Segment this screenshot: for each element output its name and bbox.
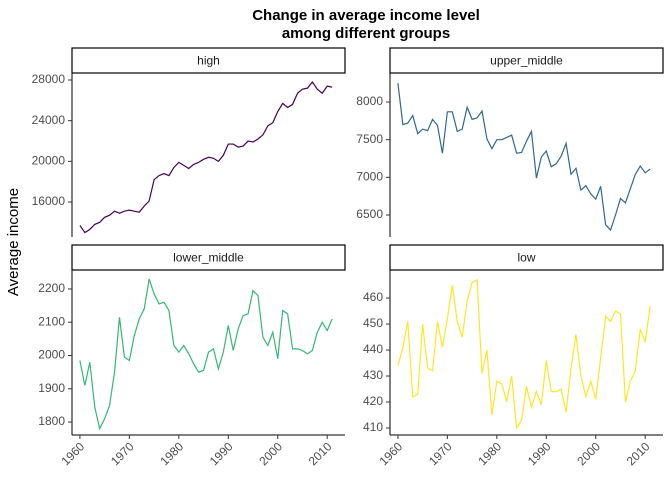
x-tick-label: 2010 <box>624 439 653 468</box>
facet-label: low <box>517 251 535 265</box>
y-tick-label: 24000 <box>32 113 66 127</box>
x-tick-label: 2000 <box>256 439 285 468</box>
x-tick-label: 1970 <box>108 439 137 468</box>
data-line <box>79 81 333 234</box>
y-tick-label: 1800 <box>38 414 65 428</box>
y-tick-label: 440 <box>363 342 383 356</box>
y-tick-label: 460 <box>363 290 383 304</box>
facet-label: upper_middle <box>490 54 563 68</box>
y-tick-label: 420 <box>363 394 383 408</box>
x-tick-label: 1960 <box>58 439 87 468</box>
y-tick-label: 6500 <box>356 207 383 221</box>
facet-strip <box>389 47 664 74</box>
chart-title: among different groups <box>282 25 450 42</box>
y-tick-label: 20000 <box>32 154 66 168</box>
y-tick-label: 7500 <box>356 132 383 146</box>
x-tick-label: 2010 <box>306 439 335 468</box>
x-tick-label: 1990 <box>207 439 236 468</box>
facet-label: lower_middle <box>173 251 244 265</box>
y-tick-label: 1900 <box>38 381 65 395</box>
y-axis-label: Average income <box>5 188 22 296</box>
y-tick-label: 16000 <box>32 194 66 208</box>
y-tick-label: 2200 <box>38 281 65 295</box>
x-tick-label: 1980 <box>475 439 504 468</box>
y-tick-label: 2000 <box>38 348 65 362</box>
y-tick-label: 450 <box>363 316 383 330</box>
x-tick-label: 1960 <box>376 439 405 468</box>
x-tick-label: 1980 <box>157 439 186 468</box>
facet-strip <box>389 244 664 271</box>
data-line <box>79 278 333 431</box>
y-tick-label: 28000 <box>32 72 66 86</box>
y-tick-label: 430 <box>363 368 383 382</box>
x-tick-label: 1990 <box>525 439 554 468</box>
y-tick-label: 410 <box>363 420 383 434</box>
data-line <box>397 83 651 232</box>
facet-strip <box>71 244 346 271</box>
chart-title: Change in average income level <box>252 7 480 24</box>
y-tick-label: 8000 <box>356 94 383 108</box>
x-tick-label: 2000 <box>574 439 603 468</box>
data-line <box>397 278 651 430</box>
facet-strip <box>71 47 346 74</box>
x-tick-label: 1970 <box>426 439 455 468</box>
facet-label: high <box>197 54 220 68</box>
y-tick-label: 2100 <box>38 314 65 328</box>
y-tick-label: 7000 <box>356 170 383 184</box>
